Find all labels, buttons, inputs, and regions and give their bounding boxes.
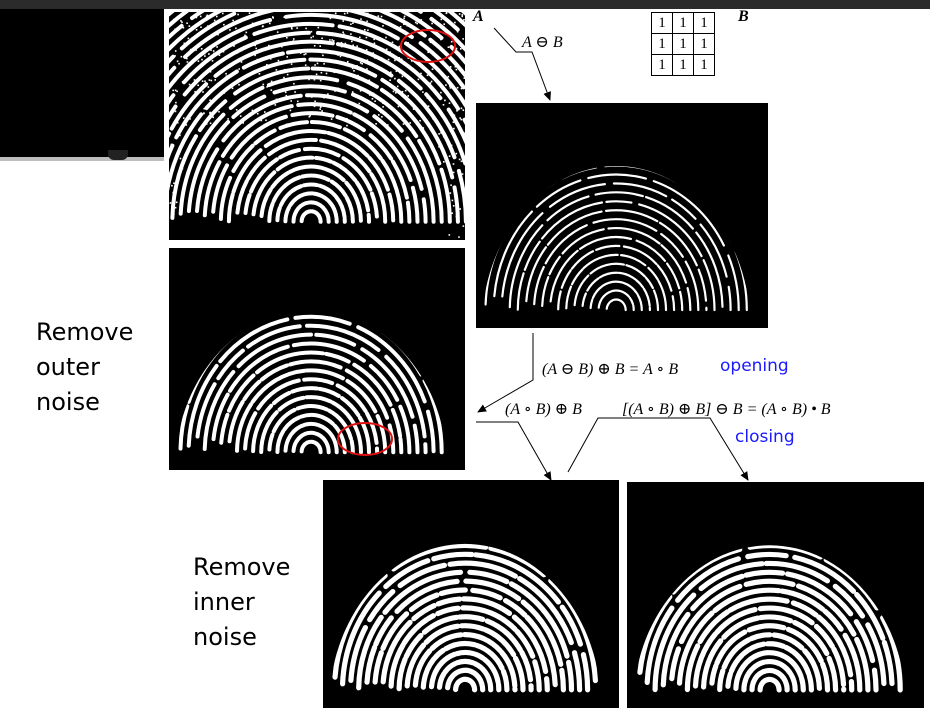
side-label-line: outer [36, 353, 100, 381]
se-cell: 1 [672, 54, 694, 76]
dilation-arrow [476, 421, 552, 481]
fingerprint-opened-image [169, 248, 465, 470]
se-cell: 1 [693, 12, 715, 34]
se-cell: 1 [693, 54, 715, 76]
dilation-caption: (A ∘ B) ⊕ B [505, 401, 582, 418]
fingerprint-closed-svg [627, 482, 924, 708]
fingerprint-opened-svg [169, 248, 465, 470]
closing-caption: [(A ∘ B) ⊕ B] ⊖ B = (A ∘ B) • B [622, 401, 831, 418]
side-label-line: noise [193, 623, 257, 651]
remove-outer-noise-label: Remove outer noise [36, 315, 133, 420]
structuring-element-grid: 1 1 1 1 1 1 1 1 1 [651, 12, 715, 76]
se-cell: 1 [672, 12, 694, 34]
remove-inner-noise-label: Remove inner noise [193, 550, 290, 655]
closing-arrow [567, 417, 749, 481]
erosion-caption: A ⊖ B [522, 34, 563, 51]
side-label-line: Remove [36, 318, 134, 346]
fingerprint-eroded-svg [476, 103, 768, 328]
top-bar [0, 0, 930, 9]
se-cell: 1 [651, 12, 673, 34]
fingerprint-dilated-svg [323, 480, 619, 708]
side-label-line: Remove [193, 553, 291, 581]
overlay-black-panel [0, 9, 164, 157]
side-label-line: inner [193, 588, 255, 616]
side-label-line: noise [36, 388, 100, 416]
original-image-label: A [473, 8, 484, 25]
se-cell: 1 [651, 54, 673, 76]
fingerprint-original-svg [169, 12, 465, 238]
se-cell: 1 [693, 33, 715, 55]
fingerprint-closed-image [627, 482, 924, 708]
closing-tag: closing [735, 427, 795, 447]
structuring-element-label: B [738, 8, 749, 25]
fingerprint-dilated-image [323, 480, 619, 708]
overlay-panel-glyph [108, 150, 128, 160]
se-cell: 1 [672, 33, 694, 55]
overlay-panel-edge [0, 157, 164, 161]
fingerprint-original-image [169, 12, 465, 240]
opening-caption: (A ⊖ B) ⊕ B = A ∘ B [542, 361, 679, 378]
opening-tag: opening [720, 356, 789, 376]
se-cell: 1 [651, 33, 673, 55]
fingerprint-eroded-image [476, 103, 768, 328]
